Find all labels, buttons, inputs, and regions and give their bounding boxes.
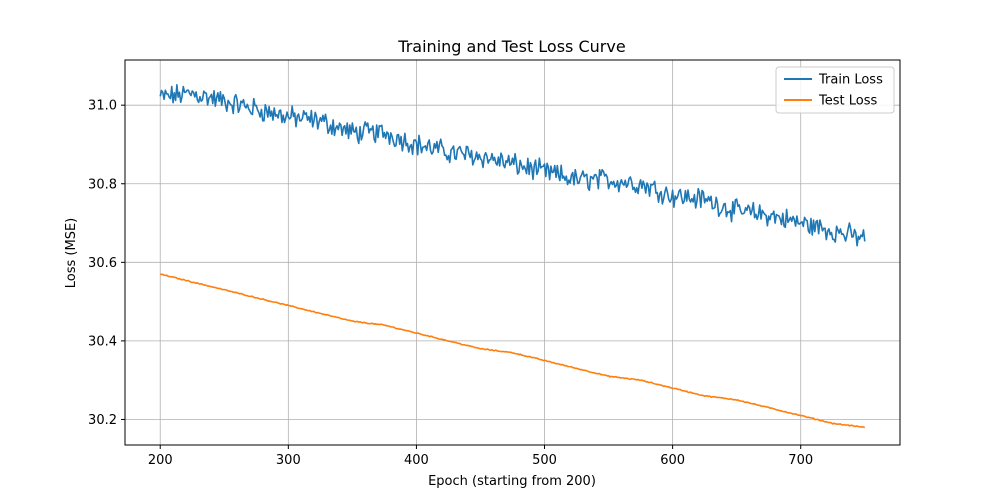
x-tick-label: 400: [404, 453, 429, 468]
y-tick-label: 30.4: [88, 334, 117, 349]
x-tick-label: 500: [532, 453, 557, 468]
series-layer: [159, 84, 866, 429]
series-line-train-loss: [159, 84, 866, 247]
plot-frame: [124, 59, 901, 446]
grid: [125, 60, 900, 445]
x-tick-label: 300: [276, 453, 301, 468]
y-tick-label: 30.8: [88, 177, 117, 192]
series-line-test-loss: [160, 273, 866, 429]
x-tick-label: 200: [148, 453, 173, 468]
legend: Train Loss Test Loss: [775, 66, 895, 114]
x-axis-label: Epoch (starting from 200): [428, 474, 596, 489]
y-tick-label: 30.2: [88, 413, 117, 428]
x-tick-label: 600: [660, 453, 685, 468]
legend-label: Train Loss: [818, 73, 883, 88]
x-tick-label: 700: [788, 453, 813, 468]
legend-label: Test Loss: [818, 94, 877, 109]
y-axis-label: Loss (MSE): [64, 218, 79, 288]
chart-title: Training and Test Loss Curve: [397, 37, 625, 56]
y-tick-label: 31.0: [88, 99, 117, 114]
y-tick-label: 30.6: [88, 256, 117, 271]
ticks: 200 300 400 500 600 700 30.2 30.4 30.6 30.8 31.0: [88, 99, 813, 468]
